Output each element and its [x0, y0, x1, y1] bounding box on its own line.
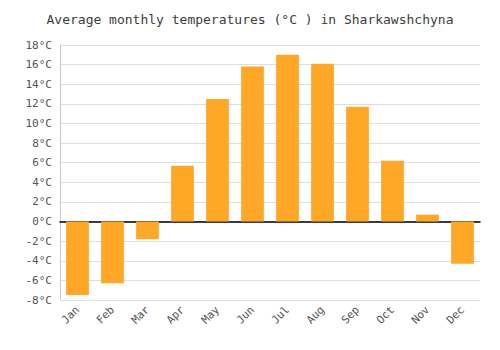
svg-text:Aug: Aug: [304, 303, 327, 326]
svg-text:-6°C: -6°C: [26, 274, 53, 287]
svg-text:12°C: 12°C: [26, 97, 53, 110]
svg-text:Feb: Feb: [94, 303, 117, 326]
svg-text:0°C: 0°C: [32, 215, 52, 228]
svg-text:8°C: 8°C: [32, 137, 52, 150]
svg-text:-2°C: -2°C: [26, 235, 53, 248]
svg-text:18°C: 18°C: [26, 39, 53, 52]
svg-text:14°C: 14°C: [26, 78, 53, 91]
svg-text:Sep: Sep: [339, 303, 362, 326]
svg-text:Apr: Apr: [164, 303, 187, 326]
svg-text:10°C: 10°C: [26, 117, 53, 130]
svg-text:4°C: 4°C: [32, 176, 52, 189]
svg-text:-8°C: -8°C: [26, 294, 53, 307]
svg-text:2°C: 2°C: [32, 195, 52, 208]
svg-text:Jan: Jan: [59, 303, 82, 326]
svg-text:Average monthly temperatures (: Average monthly temperatures (°C ) in Sh…: [47, 12, 454, 27]
svg-text:6°C: 6°C: [32, 156, 52, 169]
svg-text:Jul: Jul: [269, 303, 292, 326]
svg-text:Mar: Mar: [129, 303, 152, 326]
svg-text:16°C: 16°C: [26, 58, 53, 71]
svg-text:Jun: Jun: [234, 303, 257, 326]
svg-text:-4°C: -4°C: [26, 254, 53, 267]
svg-text:Dec: Dec: [444, 303, 467, 326]
svg-text:May: May: [199, 303, 222, 326]
svg-text:Oct: Oct: [374, 303, 397, 326]
svg-text:Nov: Nov: [409, 303, 432, 326]
